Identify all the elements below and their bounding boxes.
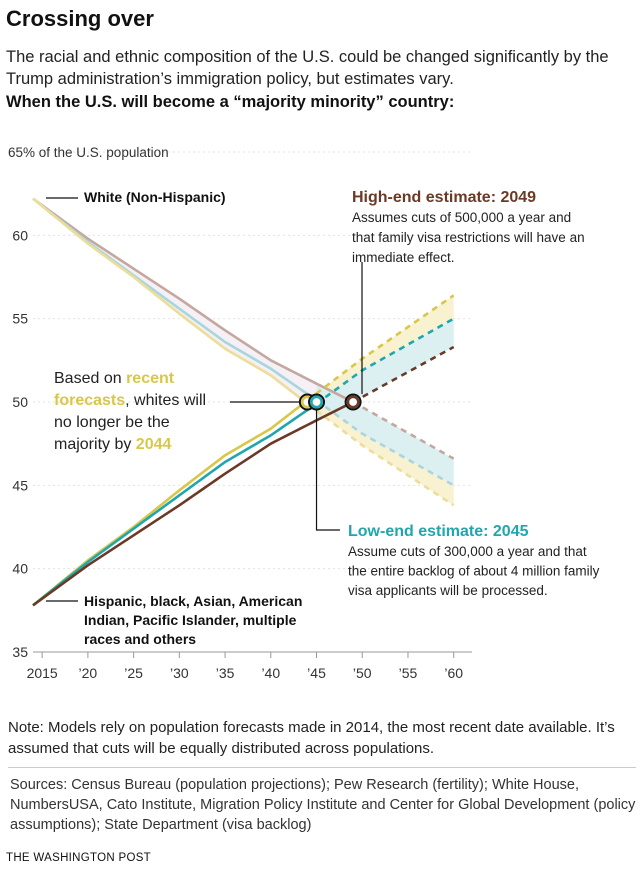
recent-forecast-note: Based on recent (54, 370, 175, 387)
x-tick-label: ’40 (261, 665, 280, 681)
y-tick-label: 35 (12, 644, 28, 660)
low-estimate-body: the entire backlog of about 4 million fa… (348, 564, 600, 579)
crossing-ring-low (310, 395, 324, 409)
recent-forecast-highlight: forecasts (54, 392, 125, 409)
x-tick-label: ’50 (353, 665, 372, 681)
x-tick-label: ’35 (216, 665, 235, 681)
chart-sources: Sources: Census Bureau (population proje… (10, 777, 636, 833)
series-line-high-minority (32, 400, 354, 607)
crossing-ring-high (346, 395, 360, 409)
x-tick-label: ’55 (399, 665, 418, 681)
recent-forecast-highlight: 2044 (136, 436, 172, 453)
white-series-label: White (Non-Hispanic) (84, 189, 226, 205)
high-estimate-body: Assumes cuts of 500,000 a year and (352, 210, 571, 225)
low-estimate-heading: Low-end estimate: 2045 (348, 523, 529, 540)
series-line-low-minority (32, 402, 318, 607)
series-projection-low-white (315, 399, 455, 487)
y-tick-label: 45 (12, 477, 28, 493)
publisher-credit: THE WASHINGTON POST (6, 852, 151, 864)
y-tick-label: 40 (12, 561, 28, 577)
series-line-high-white (32, 197, 354, 404)
high-estimate-body: immediate effect. (352, 250, 455, 265)
minority-series-label: Indian, Pacific Islander, multiple (84, 612, 297, 628)
recent-forecast-text: Based on (54, 370, 126, 387)
series-lines (32, 197, 455, 607)
y-axis-title: 65% of the U.S. population (8, 145, 169, 160)
series-projection-low-minority (315, 317, 455, 405)
series-line-recent-white (32, 197, 309, 405)
y-tick-label: 55 (12, 311, 28, 327)
minority-series-label: Hispanic, black, Asian, American (84, 593, 302, 609)
chart-subtitle: The racial and ethnic composition of the… (6, 48, 609, 88)
recent-forecast-text: no longer be the (54, 414, 170, 431)
x-tick-label: ’20 (79, 665, 98, 681)
low-estimate-body: Assume cuts of 300,000 a year and that (348, 544, 587, 559)
series-projection-recent-white (306, 402, 455, 507)
low-estimate-leader (315, 410, 340, 531)
chart-title: Crossing over (6, 6, 154, 31)
x-tick-label: 2015 (27, 665, 58, 681)
recent-forecast-text: , whites will (125, 392, 206, 409)
y-tick-label: 60 (12, 227, 28, 243)
series-projection-high-minority (352, 345, 455, 404)
line-chart: 65% of the U.S. population 35 40 45 50 55 60 20… (8, 145, 600, 681)
recent-forecast-note: no longer be the (54, 414, 170, 431)
x-tick-label: ’25 (124, 665, 143, 681)
white-band-low (316, 383, 454, 486)
x-tick-label: ’30 (170, 665, 189, 681)
minority-band-recent (307, 295, 454, 410)
series-projection-recent-minority (306, 294, 455, 402)
chart-note: Note: Models rely on population forecast… (8, 719, 615, 757)
minority-series-label: races and others (84, 631, 196, 647)
annotations: White (Non-Hispanic) Hispanic, black, Asi… (46, 189, 600, 647)
chart-kicker: When the U.S. will become a “majority mi… (6, 93, 455, 111)
recent-forecast-note: forecasts, whites will (54, 392, 206, 409)
series-projection-high-white (352, 400, 455, 460)
low-estimate-body: visa applicants will be processed. (348, 583, 548, 598)
divider (8, 767, 636, 768)
axes: 65% of the U.S. population 35 40 45 50 55 60 20… (8, 145, 472, 681)
recent-forecast-text: majority by (54, 436, 136, 453)
high-estimate-body: that family visa restrictions will have … (352, 230, 585, 245)
recent-forecast-highlight: recent (126, 370, 175, 387)
x-tick-label: ’45 (307, 665, 326, 681)
x-tick-label: ’60 (444, 665, 463, 681)
y-tick-label: 50 (12, 394, 28, 410)
high-estimate-heading: High-end estimate: 2049 (352, 189, 536, 206)
recent-forecast-note: majority by 2044 (54, 436, 171, 453)
